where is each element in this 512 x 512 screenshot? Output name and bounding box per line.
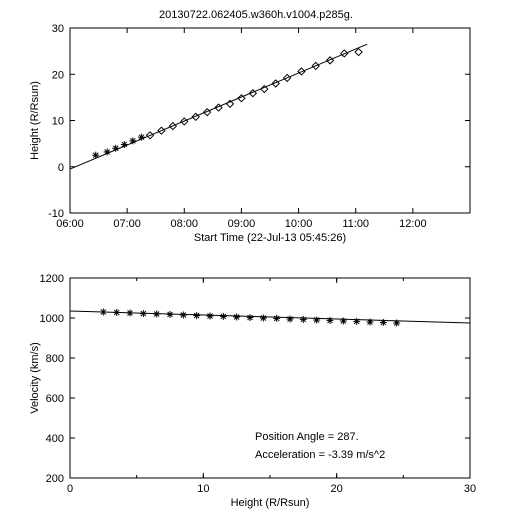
asterisk-marker (300, 316, 307, 323)
x-tick-label: 30 (464, 483, 476, 495)
y-axis-label: Velocity (km/s) (29, 342, 41, 414)
y-tick-label: 800 (46, 353, 64, 365)
figure-title: 20130722.062405.w360h.v1004.p285g. (159, 9, 353, 21)
asterisk-marker (113, 309, 120, 316)
y-tick-label: 30 (52, 23, 64, 35)
asterisk-marker (313, 317, 320, 324)
asterisk-marker (220, 313, 227, 320)
asterisk-marker (112, 145, 119, 152)
asterisk-marker (180, 312, 187, 319)
asterisk-marker (100, 309, 107, 316)
asterisk-marker (127, 310, 134, 317)
x-tick-label: 09:00 (228, 218, 256, 230)
x-tick-label: 07:00 (113, 218, 141, 230)
asterisk-marker (393, 320, 400, 327)
y-tick-label: 200 (46, 473, 64, 485)
x-tick-label: 12:00 (399, 218, 427, 230)
asterisk-marker (207, 313, 214, 320)
asterisk-marker (138, 134, 145, 141)
asterisk-marker (327, 317, 334, 324)
x-tick-label: 11:00 (342, 218, 369, 230)
asterisk-marker (340, 318, 347, 325)
asterisk-marker (353, 318, 360, 325)
position-angle-text: Position Angle = 287. (255, 431, 359, 443)
plot-frame (70, 278, 470, 478)
y-tick-label: 1200 (40, 273, 64, 285)
asterisk-marker (167, 311, 174, 318)
y-tick-label: 0 (58, 162, 64, 174)
plot-frame (70, 28, 470, 213)
asterisk-marker (104, 148, 111, 155)
y-tick-label: 10 (52, 116, 64, 128)
y-axis-label: Height (R/Rsun) (29, 81, 41, 160)
y-tick-label: 400 (46, 433, 64, 445)
y-tick-label: 600 (46, 393, 64, 405)
asterisk-marker (193, 312, 200, 319)
x-axis-label: Start Time (22-Jul-13 05:45:26) (194, 232, 346, 244)
asterisk-marker (287, 316, 294, 323)
asterisk-marker (153, 311, 160, 318)
asterisk-marker (273, 315, 280, 322)
asterisk-marker (367, 319, 374, 326)
x-tick-label: 10 (197, 483, 209, 495)
fit-line (70, 44, 367, 169)
asterisk-marker (140, 310, 147, 317)
asterisk-marker (92, 152, 99, 159)
x-axis-label: Height (R/Rsun) (231, 497, 310, 509)
acceleration-text: Acceleration = -3.39 m/s^2 (255, 449, 385, 461)
asterisk-marker (380, 319, 387, 326)
asterisk-marker (129, 137, 136, 144)
asterisk-marker (121, 141, 128, 148)
y-tick-label: 1000 (40, 313, 64, 325)
figure: 20130722.062405.w360h.v1004.p285g.06:000… (0, 0, 512, 512)
y-tick-label: 20 (52, 69, 64, 81)
x-tick-label: 10:00 (285, 218, 313, 230)
diamond-marker (355, 49, 362, 56)
asterisk-marker (247, 314, 254, 321)
x-tick-label: 08:00 (171, 218, 199, 230)
x-tick-label: 0 (67, 483, 73, 495)
y-tick-label: -10 (48, 208, 64, 220)
asterisk-marker (260, 315, 267, 322)
x-tick-label: 20 (331, 483, 343, 495)
asterisk-marker (233, 314, 240, 321)
